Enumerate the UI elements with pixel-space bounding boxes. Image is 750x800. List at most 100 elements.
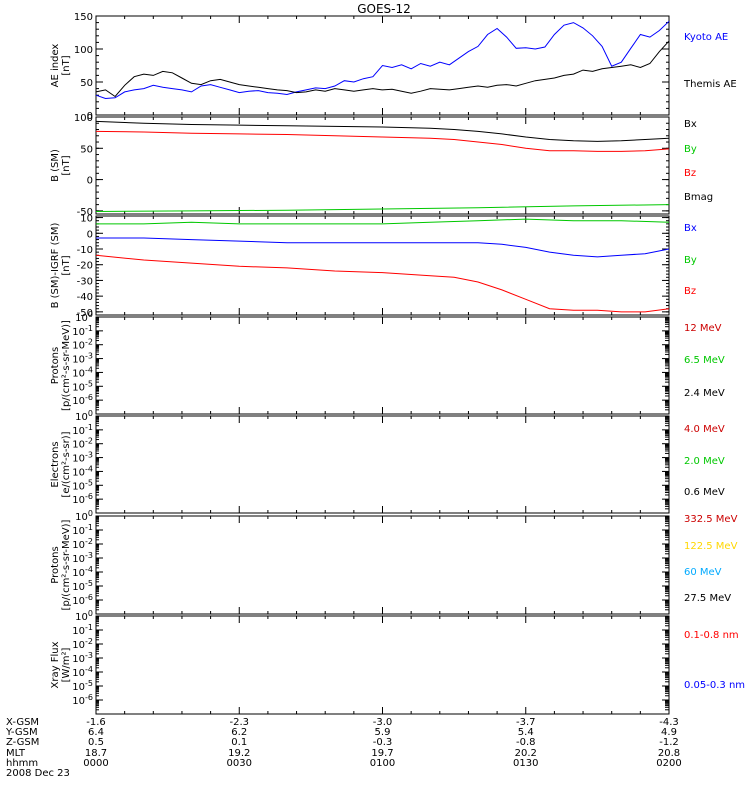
row-value: 18.7 (85, 748, 107, 759)
y-tick-label: -30 (77, 276, 93, 287)
row-value: 0030 (227, 758, 252, 769)
legend-label: 4.0 MeV (684, 424, 725, 435)
y-tick-label: 100 (75, 609, 93, 623)
row-label: Z-GSM (6, 737, 39, 748)
y-tick-label: 0 (87, 229, 93, 240)
row-value: 20.8 (658, 748, 680, 759)
row-label: hhmm (6, 758, 38, 769)
legend-label: Kyoto AE (684, 32, 728, 43)
legend-label: 6.5 MeV (684, 355, 725, 366)
panel-frame (95, 116, 670, 215)
row-label: X-GSM (6, 717, 39, 728)
y-tick-label: 10-5 (72, 679, 93, 693)
y-tick-label: 100 (75, 509, 93, 523)
series-line-bz (95, 254, 670, 313)
y-tick-label: 100 (75, 310, 93, 324)
row-value: 19.2 (228, 748, 250, 759)
y-tick-label: 10-4 (72, 365, 93, 379)
y-tick-label: 0 (87, 176, 93, 187)
y-axis-label: Protons[p/(cm²-s-sr-MeV)] (50, 519, 72, 610)
series-line-bz (95, 130, 670, 152)
y-tick-label: 10-1 (72, 623, 93, 637)
y-tick-label: 10-3 (72, 551, 93, 565)
row-value: 4.9 (661, 727, 677, 738)
row-value: 0.1 (231, 737, 247, 748)
row-value: -2.3 (229, 717, 249, 728)
panel-frame (95, 316, 670, 415)
panel-frame (95, 615, 670, 715)
panel-bres: -50 -40 -30 -20 -10 0 10 B (SM)-IGRF (SM)[nT] Bx… (50, 214, 697, 319)
panel-bsm: -50 0 50 100 B (SM)[nT] Bx By Bz Bmag (50, 113, 713, 218)
panel-frame (95, 215, 670, 316)
y-tick-label: 10-2 (72, 437, 93, 451)
y-tick-label: 10-4 (72, 565, 93, 579)
y-tick-label: 10-3 (72, 451, 93, 465)
y-tick-label: 10-2 (72, 537, 93, 551)
y-tick-label: 10-5 (72, 379, 93, 393)
y-axis-label: Xray Flux[W/m²] (50, 641, 72, 688)
legend-label: 122.5 MeV (684, 541, 738, 552)
y-tick-label: -10 (77, 245, 93, 256)
legend-label: Bx (684, 119, 697, 130)
row-value: 20.2 (515, 748, 537, 759)
row-value: 0200 (656, 758, 681, 769)
legend-label: Bz (684, 286, 696, 297)
legend-label: Themis AE (683, 79, 737, 90)
y-axis-label: B (SM)-IGRF (SM)[nT] (50, 223, 72, 309)
time-axis-table: X-GSM -1.6 -2.3 -3.0 -3.7 -4.3 Y-GSM 6.4 6.2 5.9 5… (5, 717, 682, 779)
y-tick-label: -50 (77, 207, 93, 218)
series-line-by (96, 218, 670, 225)
row-value: 0.5 (88, 737, 104, 748)
row-label: Y-GSM (5, 727, 38, 738)
legend-label: 60 MeV (684, 567, 722, 578)
y-tick-label: 100 (74, 113, 93, 124)
panel-protons1: 10-610-510-410-310-210-1100Protons[p/(cm… (50, 310, 725, 415)
y-tick-label: 100 (74, 45, 93, 56)
y-tick-label: 10-6 (72, 593, 93, 607)
y-tick-label: 10 (80, 214, 93, 225)
panel-ae: 0 50 100 150 AE index[nT] Kyoto AE Themis AE (50, 12, 737, 122)
y-tick-label: 50 (80, 78, 93, 89)
panel-frame (95, 515, 670, 615)
series-line-kyoto-ae (95, 20, 670, 100)
y-tick-label: 10-1 (72, 523, 93, 537)
y-tick-label: 10-2 (72, 637, 93, 651)
series-line-by (95, 204, 670, 212)
legend-label: 0.1-0.8 nm (684, 630, 739, 641)
panel-electrons: 10-610-510-410-310-210-1100Electrons[e/(… (50, 409, 725, 514)
row-value: 0130 (513, 758, 538, 769)
y-tick-label: 10-6 (72, 693, 93, 707)
row-value: 5.4 (518, 727, 534, 738)
y-axis-label: Protons[p/(cm²-s-sr-MeV)] (50, 320, 72, 411)
plot-title: GOES-12 (357, 2, 411, 16)
legend-label: 2.4 MeV (684, 388, 725, 399)
row-value: 19.7 (371, 748, 393, 759)
y-tick-label: 150 (74, 12, 93, 23)
y-tick-label: 10-2 (72, 338, 93, 352)
y-tick-label: 10-1 (72, 324, 93, 338)
series-line-themis-ae (95, 40, 670, 98)
legend-label: Bx (684, 223, 697, 234)
legend-label: 2.0 MeV (684, 456, 725, 467)
y-axis-label: AE index[nT] (50, 44, 72, 88)
row-value: 5.9 (375, 727, 391, 738)
panel-protons2: 10-610-510-410-310-210-1100Protons[p/(cm… (50, 509, 738, 615)
row-label: MLT (6, 748, 26, 759)
legend-label: 12 MeV (684, 323, 722, 334)
row-value: -0.3 (373, 737, 393, 748)
y-tick-label: 50 (80, 144, 93, 155)
legend-label: By (684, 144, 697, 155)
y-tick-label: 10-3 (72, 651, 93, 665)
y-tick-label: -20 (77, 261, 93, 272)
row-value: -4.3 (659, 717, 679, 728)
y-tick-label: 10-1 (72, 423, 93, 437)
y-tick-label: 10-6 (72, 393, 93, 407)
legend-label: 0.05-0.3 nm (684, 680, 745, 691)
row-value: 6.2 (231, 727, 247, 738)
legend-label: 332.5 MeV (684, 514, 738, 525)
row-value: -3.7 (516, 717, 536, 728)
y-tick-label: 10-4 (72, 665, 93, 679)
y-tick-label: -40 (77, 292, 93, 303)
series-line-bx (96, 237, 670, 258)
